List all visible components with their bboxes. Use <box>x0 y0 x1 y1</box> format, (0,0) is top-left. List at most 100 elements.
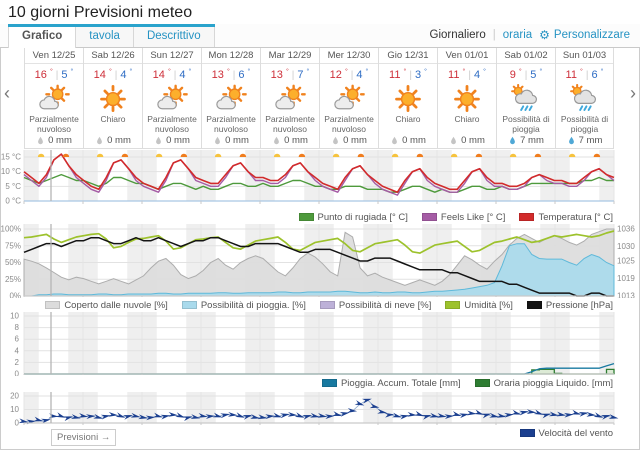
legend-label: Pressione [hPa] <box>546 300 613 311</box>
legend-label: Possibilità di neve [%] <box>339 300 431 311</box>
sunrise-icon <box>333 154 340 157</box>
condition-label: Parzialmente nuvoloso <box>143 113 201 135</box>
y-axis-tick: 50% <box>5 258 21 267</box>
precip-drop-icon <box>449 136 458 145</box>
gear-icon: ⚙ <box>539 28 550 42</box>
legend-label: Oraria pioggia Liquido. [mm] <box>494 378 613 389</box>
y-axis-tick: 100% <box>1 225 21 234</box>
low-temp: 6 ° <box>591 69 603 81</box>
controls-separator: | <box>493 29 496 41</box>
condition-label: Chiaro <box>438 113 496 135</box>
sunrise-icon <box>156 154 163 157</box>
precip-drop-icon <box>36 136 45 145</box>
day-label: Sun 01/03 <box>556 48 613 64</box>
customize-link[interactable]: Personalizzare <box>554 29 630 41</box>
page-title: 10 giorni Previsioni meteo <box>8 4 640 22</box>
precip-drop-icon <box>213 136 222 145</box>
precip-drop-icon <box>272 136 281 145</box>
legend-item: Velocità del vento <box>520 428 613 439</box>
legend-item: Coperto dalle nuvole [%] <box>45 300 168 311</box>
sunset-icon <box>358 154 365 157</box>
legend-swatch-icon <box>322 379 337 387</box>
sunset-icon <box>240 154 247 157</box>
view-hourly-link[interactable]: oraria <box>503 29 532 41</box>
forecast-start-label: Previsioni → <box>51 429 116 446</box>
view-daily-button[interactable]: Giornaliero <box>430 29 486 41</box>
prev-day-chevron[interactable]: ‹ <box>4 84 10 102</box>
y-axis-tick: 8 <box>15 323 20 332</box>
legend-swatch-icon <box>299 213 314 221</box>
precip-amount: 0 mm <box>284 135 308 146</box>
y-axis-tick: 5 °C <box>5 182 21 191</box>
high-temp: 11 ° <box>389 69 406 81</box>
rain-icon <box>509 84 543 113</box>
sunrise-icon <box>392 154 399 157</box>
sunrise-icon <box>215 154 222 157</box>
high-temp: 16 ° <box>35 69 53 81</box>
sunset-icon <box>594 154 601 157</box>
sunrise-icon <box>569 154 576 157</box>
y-axis-tick: 0 <box>15 419 20 427</box>
next-day-chevron[interactable]: › <box>630 84 636 102</box>
legend-item: Possibilità di neve [%] <box>320 300 431 311</box>
condition-label: Parzialmente nuvoloso <box>25 113 83 135</box>
condition-label: Possibilità di pioggia <box>497 113 555 135</box>
low-temp: 4 ° <box>120 69 132 81</box>
condition-label: Parzialmente nuvoloso <box>320 113 378 135</box>
legend-label: Feels Like [° C] <box>441 212 506 223</box>
y-axis-tick: 10 <box>10 312 19 321</box>
high-temp: 13 ° <box>212 69 230 81</box>
precip-amount: 0 mm <box>402 135 426 146</box>
sunrise-icon <box>510 154 517 157</box>
y-axis-tick: 0 °C <box>5 197 21 206</box>
legend-swatch-icon <box>422 213 437 221</box>
precip-drop-icon <box>390 136 399 145</box>
tab-descrittivo[interactable]: Descrittivo <box>134 27 215 47</box>
high-temp: 13 ° <box>271 69 289 81</box>
sunny-icon <box>96 84 130 113</box>
y-axis-tick: 2 <box>15 358 20 367</box>
tab-tavola[interactable]: tavola <box>76 27 134 47</box>
partly-cloudy-icon <box>155 84 189 113</box>
y-axis-tick: 10 <box>10 405 19 414</box>
legend-swatch-icon <box>45 301 60 309</box>
sunrise-icon <box>451 154 458 157</box>
sunset-icon <box>299 154 306 157</box>
y-axis-tick: 6 <box>15 335 20 344</box>
partly-cloudy-icon <box>37 84 71 113</box>
day-label: Mon 12/28 <box>202 48 260 64</box>
precip-drop-icon <box>331 136 340 145</box>
low-temp: 4 ° <box>474 69 486 81</box>
high-temp: 11 ° <box>566 69 583 81</box>
precip-drop-icon <box>154 136 163 145</box>
precip-amount: 7 mm <box>579 135 603 146</box>
tab-grafico[interactable]: Grafico <box>8 27 76 48</box>
legend-item: Pioggia. Accum. Totale [mm] <box>322 378 461 389</box>
legend-temperature: Punto di rugiada [° C]Feels Like [° C]Te… <box>1 210 613 224</box>
sunset-icon <box>63 154 70 157</box>
day-label: Mar 12/29 <box>261 48 319 64</box>
sunset-icon <box>181 154 188 157</box>
low-temp: 5 ° <box>61 69 73 81</box>
sunset-icon <box>417 154 424 157</box>
day-label: Sun 12/27 <box>143 48 201 64</box>
legend-label: Punto di rugiada [° C] <box>318 212 408 223</box>
precip-drop-icon <box>95 136 104 145</box>
legend-clouds-precip-humidity-pressure: Coperto dalle nuvole [%]Possibilità di p… <box>1 298 613 312</box>
legend-swatch-icon <box>520 429 535 437</box>
day-label: Gio 12/31 <box>379 48 437 64</box>
